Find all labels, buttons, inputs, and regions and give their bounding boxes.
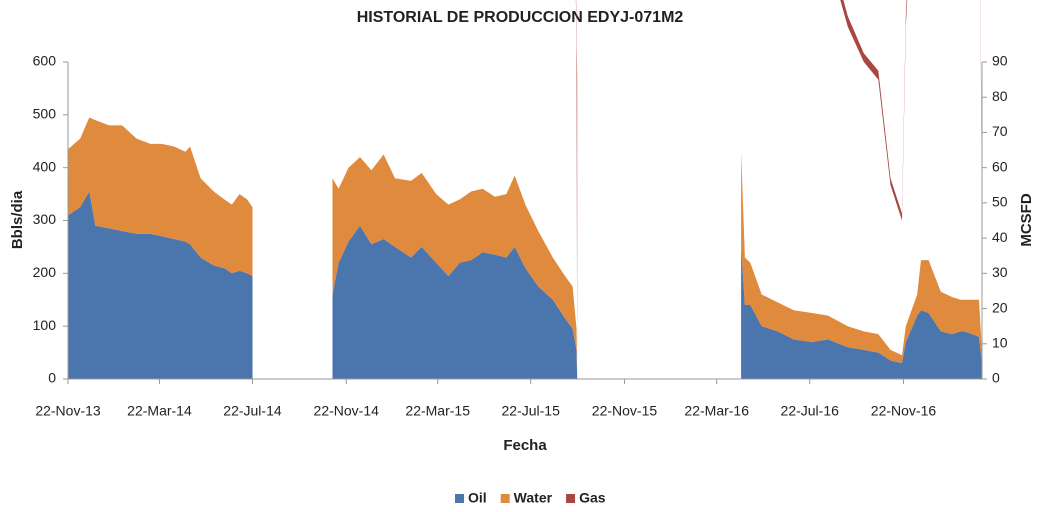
area bbox=[575, 0, 982, 379]
y2-tick-label: 30 bbox=[992, 264, 1008, 280]
y2-tick-label: 40 bbox=[992, 229, 1008, 245]
legend-swatch bbox=[566, 494, 576, 503]
y-tick-label: 100 bbox=[33, 317, 57, 333]
y2-tick-label: 50 bbox=[992, 194, 1008, 210]
x-tick-label: 22-Nov-14 bbox=[314, 403, 380, 419]
y2-tick-label: 60 bbox=[992, 158, 1008, 174]
y-tick-label: 0 bbox=[48, 370, 56, 386]
x-tick-label: 22-Jul-14 bbox=[223, 403, 282, 419]
x-tick-label: 22-Nov-16 bbox=[871, 403, 937, 419]
legend-label: Water bbox=[514, 490, 553, 506]
x-tick-label: 22-Nov-13 bbox=[35, 403, 101, 419]
x-tick-label: 22-Nov-15 bbox=[592, 403, 658, 419]
y2-tick-label: 80 bbox=[992, 88, 1008, 104]
legend-swatch bbox=[455, 494, 464, 503]
y2-tick-label: 10 bbox=[992, 334, 1008, 350]
y-tick-label: 600 bbox=[33, 53, 57, 69]
x-tick-label: 22-Mar-15 bbox=[405, 403, 470, 419]
x-tick-label: 22-Mar-14 bbox=[127, 403, 192, 419]
y-tick-label: 500 bbox=[33, 106, 57, 122]
area bbox=[68, 117, 982, 379]
y2-tick-label: 70 bbox=[992, 123, 1008, 139]
y2-tick-label: 20 bbox=[992, 299, 1008, 315]
y-tick-label: 200 bbox=[33, 264, 57, 280]
area bbox=[68, 191, 982, 379]
legend-label: Gas bbox=[579, 490, 606, 506]
y2-tick-label: 0 bbox=[992, 370, 1000, 386]
y-tick-label: 400 bbox=[33, 158, 57, 174]
x-tick-label: 22-Jul-15 bbox=[502, 403, 561, 419]
chart-title: HISTORIAL DE PRODUCCION EDYJ-071M2 bbox=[357, 9, 684, 26]
legend-label: Oil bbox=[468, 490, 487, 506]
legend-swatch bbox=[500, 494, 510, 503]
x-tick-label: 22-Jul-16 bbox=[781, 403, 840, 419]
y-tick-label: 300 bbox=[33, 211, 57, 227]
x-tick-label: 22-Mar-16 bbox=[684, 403, 749, 419]
y-axis-label: Bbls/dia bbox=[9, 190, 26, 249]
x-axis-label: Fecha bbox=[503, 437, 547, 454]
y2-tick-label: 90 bbox=[992, 53, 1008, 69]
y2-axis-label: MCSFD bbox=[1018, 193, 1035, 246]
